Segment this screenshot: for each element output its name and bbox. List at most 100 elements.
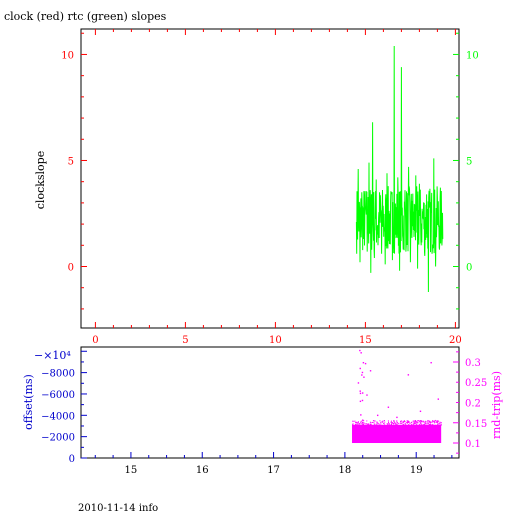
roundtrip-point (390, 424, 392, 426)
roundtrip-point (357, 424, 359, 426)
slope-y-tick-label-left: 5 (68, 156, 74, 167)
offset-roundtrip-panel: 15 16 17 18 19 0 −2000 −4000 −6000 −8000 0.1 0.15 0.… (22, 346, 503, 476)
roundtrip-point (430, 424, 432, 426)
roundtrip-point (414, 421, 416, 423)
roundtrip-y-label: rnd-trip(ms) (490, 371, 503, 439)
roundtrip-point (434, 424, 436, 426)
roundtrip-outlier (359, 390, 361, 392)
roundtrip-point (400, 422, 402, 424)
roundtrip-point (423, 424, 425, 426)
roundtrip-point (432, 424, 434, 426)
roundtrip-point (383, 423, 385, 425)
roundtrip-point (413, 422, 415, 424)
roundtrip-point (393, 424, 395, 426)
roundtrip-point (407, 421, 409, 423)
roundtrip-point (382, 420, 384, 422)
roundtrip-point (373, 423, 375, 425)
roundtrip-point (419, 420, 421, 422)
roundtrip-point (411, 423, 413, 425)
roundtrip-point (356, 424, 358, 426)
roundtrip-point (421, 420, 423, 422)
slope-y-tick-label-left: 0 (68, 263, 74, 274)
roundtrip-point (419, 420, 421, 422)
roundtrip-point (391, 422, 393, 424)
offset-y-tick-label: −2000 (41, 433, 75, 444)
roundtrip-point (396, 420, 398, 422)
roundtrip-point (414, 420, 416, 422)
roundtrip-outlier (376, 414, 379, 417)
roundtrip-point (381, 421, 383, 423)
roundtrip-outlier (366, 394, 368, 396)
roundtrip-point (412, 420, 414, 422)
roundtrip-point (419, 422, 421, 424)
roundtrip-point (437, 422, 439, 424)
roundtrip-point (401, 422, 403, 424)
roundtrip-point (370, 424, 372, 426)
roundtrip-point (429, 423, 431, 425)
slope-y-label: clockslope (34, 151, 47, 209)
roundtrip-point (419, 423, 421, 425)
roundtrip-point (417, 420, 419, 422)
offset-axes: 15 16 17 18 19 0 −2000 −4000 −6000 −8000 0.1 0.15 0.… (41, 350, 487, 476)
offset-x-tick-label: 19 (410, 465, 423, 476)
roundtrip-point (378, 423, 380, 425)
roundtrip-point (428, 420, 430, 422)
roundtrip-point (422, 424, 424, 426)
roundtrip-outlier (387, 406, 390, 408)
roundtrip-point (424, 422, 426, 424)
roundtrip-point (370, 422, 372, 424)
roundtrip-outlier (357, 382, 360, 384)
roundtrip-point (439, 423, 441, 425)
roundtrip-point (437, 420, 439, 422)
roundtrip-point (379, 420, 381, 422)
roundtrip-point (437, 424, 439, 426)
roundtrip-point (436, 421, 438, 423)
roundtrip-point (422, 421, 424, 423)
roundtrip-point (435, 422, 437, 424)
roundtrip-y-tick-label: 0.15 (465, 419, 487, 430)
roundtrip-point (406, 421, 408, 423)
roundtrip-point (361, 423, 363, 425)
roundtrip-point (396, 422, 398, 424)
roundtrip-point (434, 419, 436, 421)
roundtrip-outlier (361, 371, 364, 374)
roundtrip-point (423, 423, 425, 425)
roundtrip-point (438, 423, 440, 425)
roundtrip-point (429, 423, 431, 425)
roundtrip-point (366, 423, 368, 425)
roundtrip-point (370, 423, 372, 425)
roundtrip-point (437, 420, 439, 422)
rtc-slope-line (355, 45, 444, 292)
roundtrip-point (362, 423, 364, 425)
roundtrip-point (429, 420, 431, 422)
roundtrip-point (395, 420, 397, 422)
roundtrip-point (408, 424, 410, 426)
slope-plot-frame (80, 28, 460, 329)
roundtrip-point (439, 422, 441, 424)
roundtrip-point (426, 423, 428, 425)
roundtrip-point (356, 422, 358, 424)
roundtrip-point (374, 423, 376, 425)
slope-axes: 0 5 10 15 20 0 0 5 5 10 10 (61, 29, 479, 346)
roundtrip-outlier (437, 398, 440, 400)
roundtrip-point (417, 422, 419, 424)
roundtrip-point (418, 424, 420, 426)
roundtrip-point (439, 421, 441, 423)
roundtrip-point (369, 424, 371, 426)
roundtrip-point (424, 423, 426, 425)
roundtrip-point (387, 420, 389, 422)
offset-x-tick-label: 18 (339, 465, 352, 476)
roundtrip-outlier (362, 361, 365, 364)
roundtrip-point (415, 421, 417, 423)
roundtrip-point (400, 420, 402, 422)
roundtrip-point (358, 423, 360, 425)
roundtrip-outlier (361, 399, 364, 402)
roundtrip-point (428, 421, 430, 423)
roundtrip-point (376, 422, 378, 424)
roundtrip-point (388, 423, 390, 425)
roundtrip-point (404, 421, 406, 423)
roundtrip-point (413, 421, 415, 423)
roundtrip-point (428, 422, 430, 424)
roundtrip-point (369, 423, 371, 425)
